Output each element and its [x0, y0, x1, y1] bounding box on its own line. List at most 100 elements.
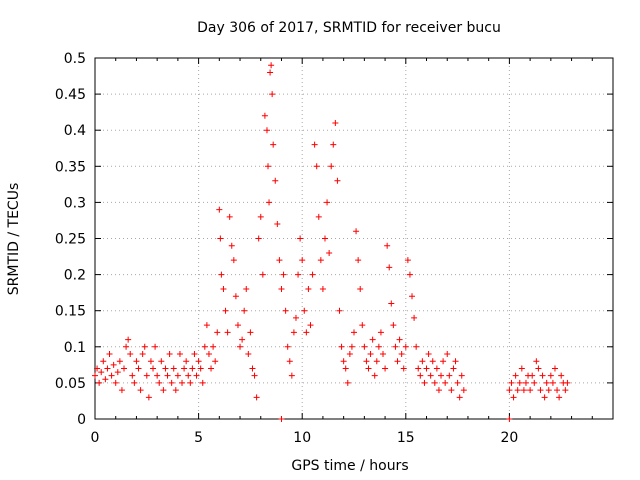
data-point — [413, 343, 420, 350]
data-point — [315, 213, 322, 220]
data-point — [394, 358, 401, 365]
data-point — [241, 307, 248, 314]
data-point — [156, 379, 163, 386]
data-point — [429, 358, 436, 365]
data-point — [168, 379, 175, 386]
data-point — [307, 322, 314, 329]
data-point — [266, 199, 273, 206]
data-point — [268, 62, 275, 69]
data-point — [257, 213, 264, 220]
data-point — [423, 365, 430, 372]
data-point — [133, 358, 140, 365]
data-point — [417, 372, 424, 379]
data-point — [562, 387, 569, 394]
y-tick-label: 0.25 — [55, 232, 86, 248]
data-point — [396, 336, 403, 343]
data-point — [448, 387, 455, 394]
data-point — [520, 387, 527, 394]
data-point — [433, 365, 440, 372]
data-point — [558, 372, 565, 379]
data-point — [96, 379, 103, 386]
data-point — [199, 379, 206, 386]
data-point — [118, 387, 125, 394]
data-point — [334, 177, 341, 184]
y-tick-label: 0.1 — [64, 340, 86, 356]
data-point — [442, 379, 449, 386]
data-point — [205, 351, 212, 358]
data-point — [145, 394, 152, 401]
data-point — [193, 372, 200, 379]
y-tick-label: 0.5 — [64, 51, 86, 67]
data-point — [382, 365, 389, 372]
data-point — [444, 351, 451, 358]
data-point — [98, 369, 105, 376]
data-point — [388, 300, 395, 307]
data-point — [185, 372, 192, 379]
data-point — [537, 387, 544, 394]
data-point — [317, 257, 324, 264]
data-point — [330, 141, 337, 148]
data-point — [353, 228, 360, 235]
data-point — [460, 387, 467, 394]
data-point — [384, 242, 391, 249]
data-point — [116, 358, 123, 365]
data-point — [267, 69, 274, 76]
data-point — [170, 365, 177, 372]
data-point — [338, 343, 345, 350]
data-point — [191, 351, 198, 358]
y-tick-label: 0.35 — [55, 159, 86, 175]
data-point — [222, 307, 229, 314]
data-point — [94, 365, 101, 372]
data-point — [261, 112, 268, 119]
data-point — [197, 365, 204, 372]
axis-ticks: 0 0.05 0.1 0.15 0.2 0.25 0.3 0.35 0.4 0.45 0.5 0 5 10… — [55, 51, 613, 446]
data-point — [290, 329, 297, 336]
data-point — [541, 394, 548, 401]
data-point — [340, 358, 347, 365]
data-point — [286, 358, 293, 365]
data-point — [344, 379, 351, 386]
data-point — [404, 257, 411, 264]
data-point — [121, 365, 128, 372]
data-point — [181, 365, 188, 372]
data-point — [375, 343, 382, 350]
data-point — [201, 343, 208, 350]
data-point — [127, 351, 134, 358]
data-point — [348, 343, 355, 350]
data-point — [346, 351, 353, 358]
y-axis-title: SRMTID / TECUs — [6, 183, 22, 296]
data-point — [276, 257, 283, 264]
data-point — [154, 372, 161, 379]
data-point — [365, 365, 372, 372]
data-point — [224, 329, 231, 336]
data-point — [419, 358, 426, 365]
x-tick-label: 15 — [397, 430, 415, 446]
data-point — [554, 387, 561, 394]
data-point — [305, 286, 312, 293]
y-tick-label: 0.05 — [55, 376, 86, 392]
y-tick-label: 0.15 — [55, 304, 86, 320]
data-point — [249, 365, 256, 372]
data-point — [545, 387, 552, 394]
data-point — [243, 286, 250, 293]
data-point — [547, 372, 554, 379]
data-point — [112, 379, 119, 386]
data-point — [535, 365, 542, 372]
data-point — [400, 365, 407, 372]
data-point — [114, 369, 121, 376]
data-point — [446, 372, 453, 379]
data-point — [373, 358, 380, 365]
data-point — [270, 141, 277, 148]
y-tick-label: 0.45 — [55, 87, 86, 103]
data-point — [402, 343, 409, 350]
data-point — [131, 379, 138, 386]
data-point — [326, 249, 333, 256]
data-point — [247, 329, 254, 336]
data-point — [274, 221, 281, 228]
data-point — [251, 372, 258, 379]
data-point — [427, 372, 434, 379]
data-point — [125, 336, 132, 343]
data-point — [282, 307, 289, 314]
data-point — [288, 372, 295, 379]
data-point — [123, 343, 130, 350]
